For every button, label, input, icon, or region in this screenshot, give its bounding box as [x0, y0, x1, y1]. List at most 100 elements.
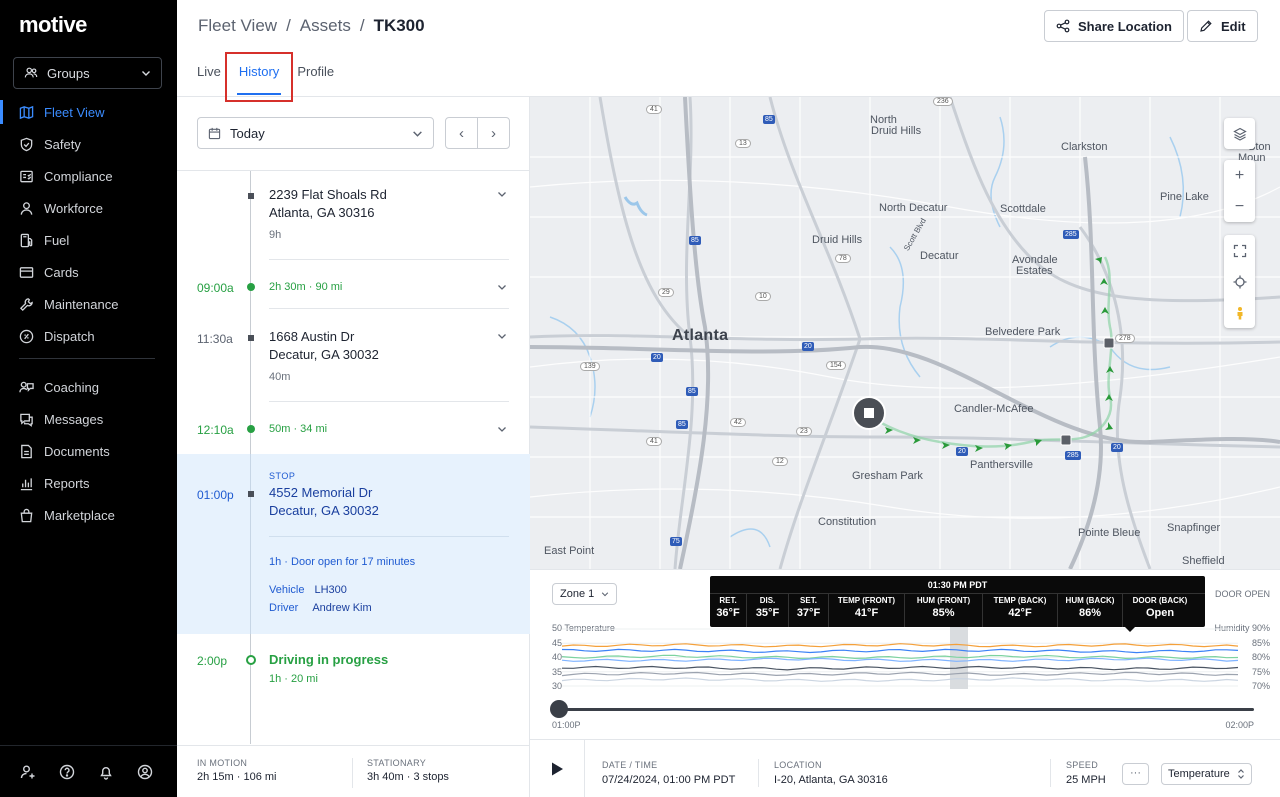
more-options-button[interactable]: ··· — [1122, 763, 1149, 785]
time-scrubber-handle[interactable] — [550, 700, 568, 718]
tooltip-key: SET. — [800, 596, 817, 605]
sidebar-nav: Fleet View Safety Compliance Workforce F… — [0, 96, 177, 531]
play-button[interactable] — [530, 740, 585, 797]
sidebar-item-compliance[interactable]: Compliance — [0, 160, 177, 192]
temperature-chart[interactable] — [552, 625, 1252, 690]
chart-tooltip: 01:30 PM PDT RET. 36°F DIS. 35°F SET. 37°F … — [710, 576, 1205, 632]
view-controls — [1224, 235, 1255, 328]
user-settings-icon[interactable] — [20, 764, 36, 780]
person-icon — [20, 201, 33, 215]
chevron-down-icon[interactable] — [497, 282, 507, 292]
drive-summary[interactable]: 2h 30m · 90 mi — [269, 281, 343, 293]
tooltip-value: 41°F — [854, 607, 879, 619]
stop-address-line1[interactable]: 2239 Flat Shoals Rd — [269, 187, 387, 202]
breadcrumb-separator: / — [286, 16, 291, 35]
next-day-button[interactable]: › — [491, 124, 496, 142]
tooltip-value: Open — [1145, 607, 1175, 619]
metric-select[interactable]: Temperature — [1161, 763, 1252, 785]
edit-button[interactable]: Edit — [1187, 10, 1258, 42]
layers-icon[interactable] — [1224, 118, 1255, 149]
zoom-in-icon[interactable]: + — [1234, 166, 1245, 184]
drive-start-time: 12:10a — [197, 423, 234, 437]
sidebar-item-label: Messages — [44, 411, 104, 427]
series-line-2 — [561, 654, 1239, 660]
street-view-icon[interactable] — [1224, 297, 1255, 328]
sidebar-item-label: Reports — [44, 475, 90, 491]
pencil-icon — [1200, 20, 1212, 32]
y2-tick-label: 75% — [1251, 667, 1270, 677]
sidebar-item-reports[interactable]: Reports — [0, 467, 177, 499]
zoom-out-icon[interactable]: − — [1234, 197, 1245, 215]
previous-day-button[interactable]: ‹ — [446, 118, 478, 148]
sidebar: motive Groups Fleet View Safety Complian… — [0, 0, 177, 797]
tooltip-cell: TEMP (FRONT) 41°F — [829, 594, 905, 627]
sidebar-item-label: Fleet View — [44, 104, 105, 120]
stat-value: 3h 40m · 3 stops — [367, 771, 449, 783]
zone-select[interactable]: Zone 1 — [552, 583, 618, 605]
map-label: North Decatur — [879, 202, 948, 214]
map-label: Panthersville — [970, 459, 1033, 471]
sidebar-item-messages[interactable]: Messages — [0, 403, 177, 435]
tab-history[interactable]: History — [236, 64, 282, 95]
bell-icon[interactable] — [98, 764, 114, 780]
sidebar-divider — [19, 358, 155, 359]
breadcrumb-fleet-view[interactable]: Fleet View — [198, 16, 278, 35]
fullscreen-icon[interactable] — [1224, 235, 1255, 266]
field-label: LOCATION — [774, 760, 822, 770]
help-icon[interactable] — [59, 764, 75, 780]
road-shield: 154 — [826, 361, 846, 370]
drive-summary: 1h · 20 mi — [269, 673, 318, 685]
sidebar-item-dispatch[interactable]: Dispatch — [0, 320, 177, 352]
driver-value[interactable]: Andrew Kim — [312, 602, 372, 614]
sidebar-item-safety[interactable]: Safety — [0, 128, 177, 160]
sidebar-item-label: Workforce — [44, 200, 103, 216]
sidebar-item-coaching[interactable]: Coaching — [0, 371, 177, 403]
sidebar-item-marketplace[interactable]: Marketplace — [0, 499, 177, 531]
sidebar-item-documents[interactable]: Documents — [0, 435, 177, 467]
sidebar-item-fuel[interactable]: Fuel — [0, 224, 177, 256]
drive-summary[interactable]: 50m · 34 mi — [269, 423, 328, 435]
sidebar-item-label: Safety — [44, 136, 81, 152]
time-scrubber-track[interactable] — [552, 708, 1254, 711]
sidebar-item-workforce[interactable]: Workforce — [0, 192, 177, 224]
road-shield: 42 — [730, 418, 746, 427]
stop-detail: 1h · Door open for 17 minutes — [269, 556, 416, 568]
locate-icon[interactable] — [1224, 266, 1255, 297]
route-map[interactable]: North Druid Hills Clarkston Ston Moun Pi… — [530, 97, 1280, 569]
chevron-down-icon[interactable] — [497, 424, 507, 434]
road-shield: 29 — [658, 288, 674, 297]
sidebar-item-maintenance[interactable]: Maintenance — [0, 288, 177, 320]
chevron-down-icon[interactable] — [497, 189, 507, 199]
vehicle-value[interactable]: LH300 — [314, 584, 347, 596]
tab-live[interactable]: Live — [197, 64, 221, 79]
tab-profile[interactable]: Profile — [297, 64, 335, 79]
stop-address-line1[interactable]: 4552 Memorial Dr — [269, 485, 373, 500]
stop-time: 11:30a — [197, 332, 233, 346]
motive-logo[interactable]: motive — [19, 12, 87, 37]
tooltip-cell: HUM (FRONT) 85% — [905, 594, 983, 627]
breadcrumb-assets[interactable]: Assets — [299, 16, 351, 35]
map-label: Avondale — [1012, 254, 1058, 266]
stop-marker — [248, 491, 254, 497]
share-location-button[interactable]: Share Location — [1044, 10, 1184, 42]
stop-address-line1[interactable]: 1668 Austin Dr — [269, 329, 355, 344]
y-tick-label: 40 — [552, 652, 563, 662]
road-shield: 20 — [651, 353, 663, 362]
chevron-down-icon[interactable] — [497, 331, 507, 341]
sidebar-item-label: Coaching — [44, 379, 99, 395]
tooltip-key: HUM (FRONT) — [916, 596, 971, 605]
groups-dropdown[interactable]: Groups — [13, 57, 162, 89]
road-shield: 41 — [646, 437, 662, 446]
sidebar-item-fleet-view[interactable]: Fleet View — [0, 96, 177, 128]
route-overlay — [852, 257, 1115, 452]
chevron-down-icon — [142, 71, 150, 76]
driving-status[interactable]: Driving in progress — [269, 652, 389, 667]
date-select[interactable]: Today — [197, 117, 434, 149]
tooltip-time: 01:30 PM PDT — [710, 576, 1205, 594]
sidebar-item-cards[interactable]: Cards — [0, 256, 177, 288]
field-label: SPEED — [1066, 760, 1099, 770]
account-icon[interactable] — [137, 764, 153, 780]
road-shield: 20 — [956, 447, 968, 456]
map-label: Snapfinger — [1167, 522, 1221, 534]
road-shield: 85 — [676, 420, 688, 429]
